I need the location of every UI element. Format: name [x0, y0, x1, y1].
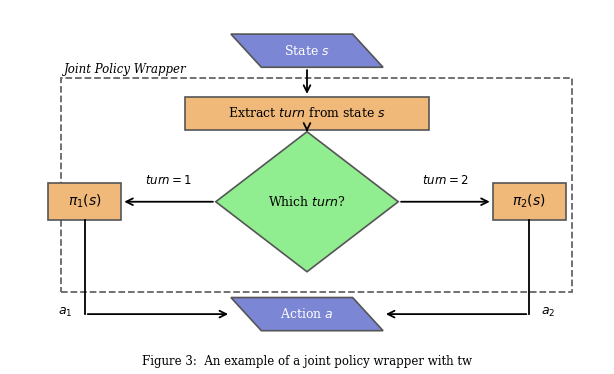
- Polygon shape: [231, 298, 383, 331]
- Text: Figure 3:  An example of a joint policy wrapper with tw: Figure 3: An example of a joint policy w…: [142, 355, 472, 368]
- FancyBboxPatch shape: [185, 97, 429, 130]
- Text: $\it{turn}=1$: $\it{turn}=1$: [145, 174, 192, 187]
- Text: Action $\it{a}$: Action $\it{a}$: [280, 307, 334, 321]
- Polygon shape: [231, 34, 383, 67]
- Polygon shape: [216, 132, 398, 272]
- Text: Extract $\it{turn}$ from state $\it{s}$: Extract $\it{turn}$ from state $\it{s}$: [228, 106, 386, 120]
- Text: $\pi_2(s)$: $\pi_2(s)$: [512, 193, 546, 211]
- FancyBboxPatch shape: [492, 183, 565, 220]
- Text: State $s$: State $s$: [284, 44, 330, 58]
- Text: $\it{turn}=2$: $\it{turn}=2$: [422, 174, 469, 187]
- Text: $\pi_1(s)$: $\pi_1(s)$: [68, 193, 102, 211]
- Text: Which $\it{turn}$?: Which $\it{turn}$?: [268, 195, 346, 209]
- Text: Joint Policy Wrapper: Joint Policy Wrapper: [64, 64, 186, 76]
- FancyBboxPatch shape: [49, 183, 122, 220]
- Text: $a_1$: $a_1$: [58, 306, 72, 319]
- Text: $a_2$: $a_2$: [542, 306, 556, 319]
